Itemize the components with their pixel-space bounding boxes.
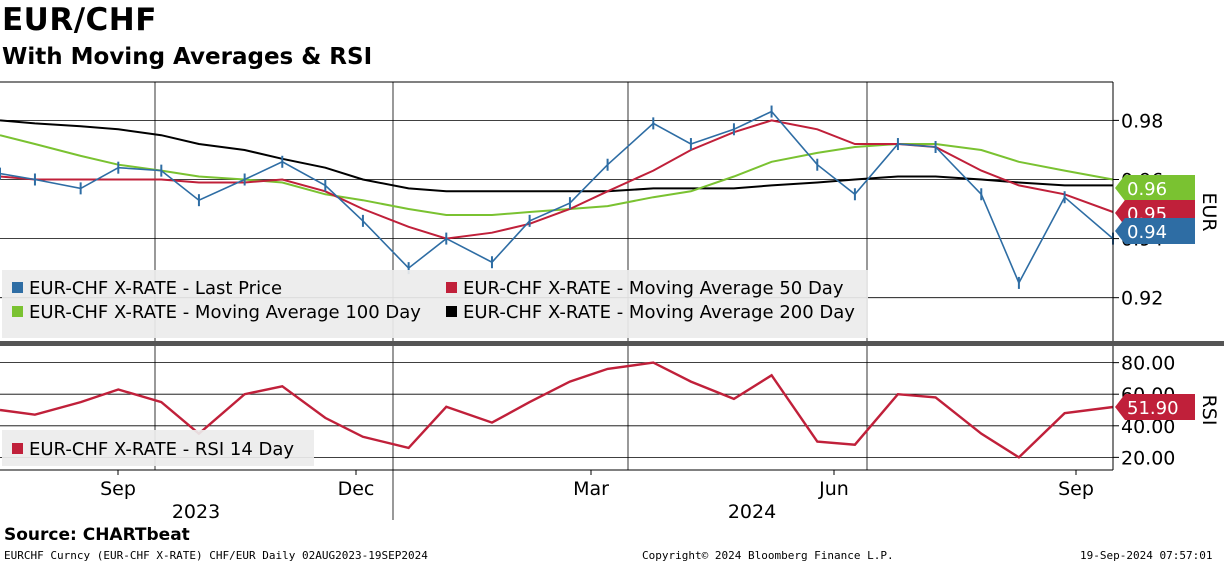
- legend-swatch: [12, 443, 23, 454]
- rsi-tick-label: 80.00: [1121, 353, 1175, 375]
- legend-label: EUR-CHF X-RATE - Moving Average 100 Day: [29, 302, 421, 323]
- rsi-legend: EUR-CHF X-RATE - RSI 14 Day: [2, 430, 314, 466]
- source-label: Source: CHARTbeat: [4, 525, 190, 545]
- x-month-label: Mar: [573, 478, 609, 500]
- x-month-label: Dec: [338, 478, 375, 500]
- rsi-grid: [0, 362, 1113, 458]
- panel-separator: [0, 341, 1224, 346]
- legend-swatch: [446, 306, 457, 317]
- x-month-label: Sep: [1058, 478, 1094, 500]
- x-year-label: 2023: [172, 501, 220, 520]
- last-value-tag-text: 0.94: [1127, 222, 1167, 243]
- price-axis-title: EUR: [1198, 192, 1220, 231]
- chart-subtitle: With Moving Averages & RSI: [2, 44, 373, 70]
- price-tick-label: 0.92: [1121, 288, 1163, 310]
- price-tick-label: 0.98: [1121, 110, 1163, 132]
- footer-copyright: Copyright© 2024 Bloomberg Finance L.P.: [642, 549, 894, 562]
- legend-swatch: [12, 282, 23, 293]
- rsi-tick-label: 40.00: [1121, 416, 1175, 438]
- chart-canvas: 0.980.960.940.9280.0060.0040.0020.00EURR…: [0, 81, 1224, 520]
- series-line-ma200: [0, 119, 1113, 193]
- legend-label: EUR-CHF X-RATE - Moving Average 50 Day: [463, 278, 844, 299]
- rsi-lines: [0, 361, 1114, 459]
- last-value-tag-text: 0.96: [1127, 179, 1167, 200]
- rsi-last-value-tag: [1115, 394, 1195, 420]
- x-month-label: Jun: [818, 478, 849, 500]
- last-value-tag: [1115, 175, 1195, 201]
- rsi-axis-title: RSI: [1198, 395, 1220, 426]
- rsi-last-value-tag-text: 51.90: [1127, 398, 1179, 419]
- series-line-ma100: [0, 134, 1114, 216]
- footer-security: EURCHF Curncy (EUR-CHF X-RATE) CHF/EUR D…: [4, 549, 428, 562]
- x-year-label: 2024: [728, 501, 776, 520]
- legend-swatch: [446, 282, 457, 293]
- legend-background: [2, 430, 314, 466]
- legend-swatch: [12, 306, 23, 317]
- series-line-rsi: [0, 361, 1114, 459]
- price-legend: EUR-CHF X-RATE - Last Price EUR-CHF X-RAT…: [2, 270, 868, 338]
- series-line-last-price: [0, 110, 1114, 285]
- chart-title: EUR/CHF: [2, 2, 157, 38]
- x-month-label: Sep: [100, 478, 136, 500]
- price-lines: [0, 105, 1114, 289]
- legends: EUR-CHF X-RATE - Last Price EUR-CHF X-RAT…: [2, 270, 868, 466]
- rsi-tick-label: 20.00: [1121, 447, 1175, 469]
- footer-timestamp: 19-Sep-2024 07:57:01: [1080, 549, 1213, 562]
- legend-label: EUR-CHF X-RATE - Last Price: [29, 278, 282, 299]
- legend-label: EUR-CHF X-RATE - Moving Average 200 Day: [463, 302, 855, 323]
- legend-background: [2, 270, 868, 338]
- legend-label: EUR-CHF X-RATE - RSI 14 Day: [29, 439, 294, 460]
- last-value-tag: [1115, 218, 1195, 244]
